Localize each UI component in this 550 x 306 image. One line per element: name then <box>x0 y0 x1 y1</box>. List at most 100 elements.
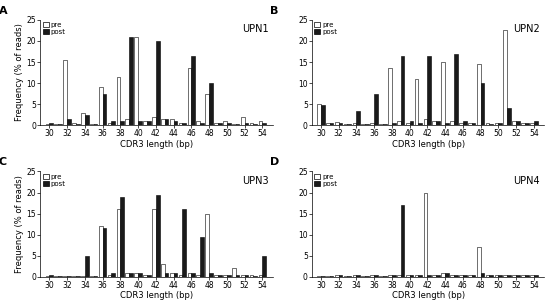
Bar <box>486 275 490 277</box>
Text: UPN3: UPN3 <box>241 176 268 186</box>
Bar <box>94 276 97 277</box>
Bar <box>424 119 427 125</box>
Bar <box>415 79 419 125</box>
Bar <box>468 275 472 277</box>
Bar <box>143 275 147 277</box>
Bar <box>209 83 213 125</box>
Bar <box>164 119 168 125</box>
Bar <box>534 275 537 277</box>
Bar <box>490 275 493 277</box>
Bar <box>441 273 445 277</box>
Bar <box>227 275 230 277</box>
Bar <box>174 121 177 125</box>
Bar <box>232 268 235 277</box>
Bar <box>419 123 422 125</box>
Bar <box>72 123 76 125</box>
Bar <box>353 123 356 125</box>
Bar <box>76 124 80 125</box>
Bar <box>432 121 436 125</box>
Bar <box>67 276 71 277</box>
Bar <box>436 275 440 277</box>
Bar <box>397 275 401 277</box>
Bar <box>54 276 58 277</box>
Bar <box>156 41 159 125</box>
Bar <box>392 275 395 277</box>
Bar <box>125 119 129 125</box>
Bar <box>102 228 106 277</box>
Bar <box>120 121 124 125</box>
Bar <box>339 275 342 277</box>
Bar <box>164 273 168 277</box>
Bar <box>494 275 498 277</box>
X-axis label: CDR3 length (bp): CDR3 length (bp) <box>120 140 193 149</box>
Bar <box>335 122 339 125</box>
Bar <box>205 94 209 125</box>
Bar <box>348 276 351 277</box>
Bar <box>388 275 392 277</box>
Bar <box>174 273 177 277</box>
Bar <box>117 209 120 277</box>
Bar <box>152 209 156 277</box>
Bar <box>179 123 183 125</box>
Bar <box>317 104 321 125</box>
Bar <box>223 275 227 277</box>
Bar <box>214 123 218 125</box>
Bar <box>463 275 466 277</box>
Bar <box>530 275 534 277</box>
Bar <box>507 108 511 125</box>
Bar <box>516 121 520 125</box>
Bar <box>112 121 115 125</box>
Bar <box>472 275 475 277</box>
Y-axis label: Frequency (% of reads): Frequency (% of reads) <box>15 175 24 273</box>
Bar <box>188 68 191 125</box>
Bar <box>530 123 534 125</box>
Bar <box>235 275 239 277</box>
Bar <box>63 276 67 277</box>
Bar <box>406 123 410 125</box>
Bar <box>143 121 147 125</box>
Bar <box>254 276 257 277</box>
Bar <box>472 123 475 125</box>
Bar <box>321 105 324 125</box>
Bar <box>58 276 62 277</box>
Bar <box>117 77 120 125</box>
Bar <box>406 275 410 277</box>
Text: A: A <box>0 6 7 16</box>
Bar <box>388 68 392 125</box>
Bar <box>112 273 115 277</box>
Bar <box>209 273 213 277</box>
Bar <box>450 121 454 125</box>
Bar <box>156 195 159 277</box>
Bar <box>344 276 348 277</box>
Bar <box>250 123 254 125</box>
Bar <box>392 123 395 125</box>
Bar <box>415 275 419 277</box>
Bar <box>481 273 485 277</box>
Bar <box>445 273 449 277</box>
Bar <box>317 276 321 277</box>
Bar <box>436 121 440 125</box>
Bar <box>46 276 50 277</box>
Bar <box>94 124 97 125</box>
Bar <box>534 121 537 125</box>
Bar <box>200 237 204 277</box>
Legend: pre, post: pre, post <box>314 173 338 187</box>
Bar <box>494 123 498 125</box>
Bar <box>179 275 183 277</box>
Bar <box>427 275 431 277</box>
Bar <box>445 123 449 125</box>
Bar <box>196 275 200 277</box>
Bar <box>108 275 112 277</box>
X-axis label: CDR3 length (bp): CDR3 length (bp) <box>120 291 193 300</box>
Bar <box>468 123 472 125</box>
Bar <box>477 64 481 125</box>
Bar <box>321 276 324 277</box>
Bar <box>170 119 174 125</box>
Bar <box>99 226 102 277</box>
Text: B: B <box>270 6 278 16</box>
Bar <box>370 123 374 125</box>
Bar <box>383 124 387 125</box>
Bar <box>214 275 218 277</box>
Bar <box>72 276 76 277</box>
Bar <box>138 121 142 125</box>
